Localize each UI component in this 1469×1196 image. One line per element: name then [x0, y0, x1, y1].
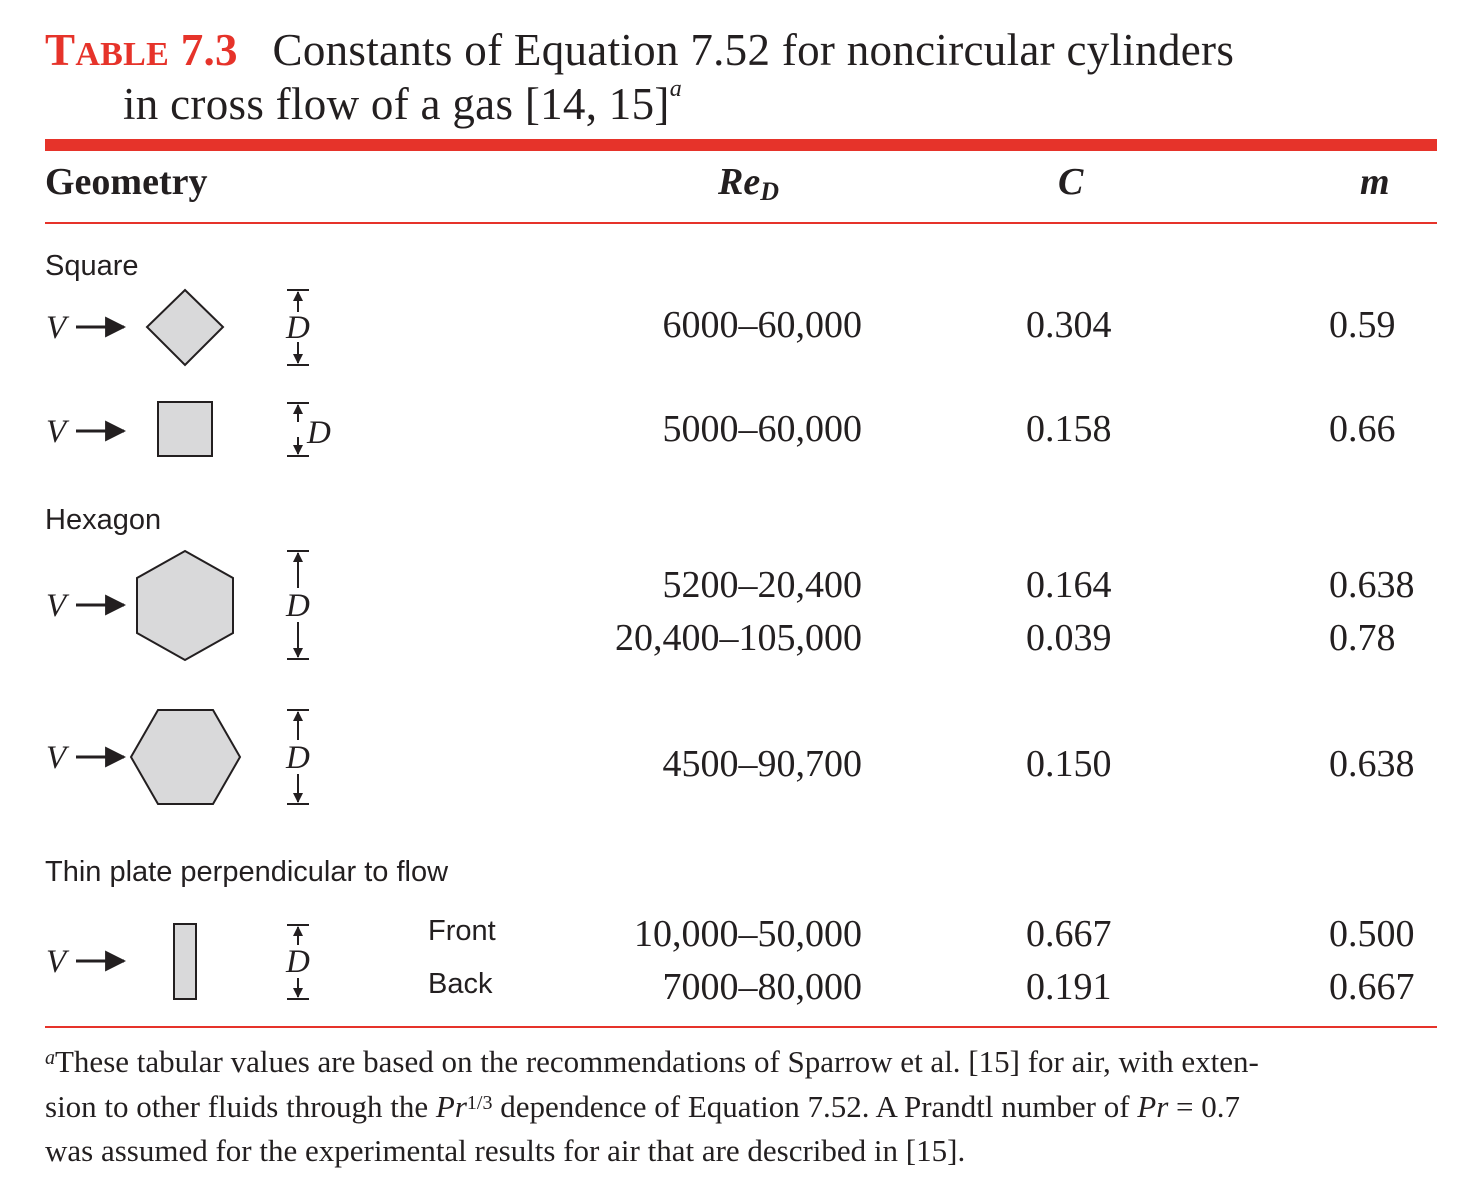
title-line-1: Constants of Equation 7.52 for noncircul… [272, 25, 1235, 75]
row-2-m: 0.66 [1329, 408, 1396, 450]
diamond-shape [145, 288, 225, 367]
header-re: ReD [718, 161, 779, 206]
title-line-2: in cross flow of a gas [14, 15] [123, 79, 670, 129]
velocity-label: V [46, 944, 70, 980]
hexagon-flat-figure: V D [46, 709, 310, 805]
section-thin-plate: Thin plate perpendicular to flow [45, 856, 449, 888]
title-line-2-wrap: in cross flow of a gas [14, 15]a [123, 76, 682, 130]
row-7-re: 7000–80,000 [662, 966, 863, 1008]
row-2-c: 0.158 [1026, 408, 1112, 450]
hexagon-shape [136, 549, 234, 662]
footnote: aThese tabular values are based on the r… [45, 1040, 1440, 1174]
footnote-line-1: aThese tabular values are based on the r… [45, 1044, 1259, 1079]
header-m: m [1360, 161, 1390, 203]
header-c: C [1058, 161, 1084, 203]
row-6-re: 10,000–50,000 [634, 913, 862, 955]
row-7-m: 0.667 [1329, 966, 1415, 1008]
velocity-label: V [46, 414, 70, 450]
table-title: TABLE 7.3 Constants of Equation 7.52 for… [45, 24, 1234, 76]
row-7-c: 0.191 [1026, 966, 1112, 1008]
row-4-re: 20,400–105,000 [615, 617, 862, 659]
title-footnote-mark: a [669, 76, 682, 102]
section-square: Square [45, 250, 139, 282]
row-3-re: 5200–20,400 [662, 564, 863, 606]
hexagon-pointy-figure: V D [46, 549, 310, 662]
row-4-m: 0.78 [1329, 617, 1396, 659]
row-6-c: 0.667 [1026, 913, 1112, 955]
dimension-label: D [285, 944, 310, 980]
thin-plate-figure: V D [46, 923, 310, 1000]
row-1-re: 6000–60,000 [662, 304, 863, 346]
square-upright-figure: V D [46, 401, 331, 457]
row-3-c: 0.164 [1026, 564, 1112, 606]
row-5-m: 0.638 [1329, 743, 1415, 785]
row-7-sub: Back [428, 968, 493, 1000]
row-4-c: 0.039 [1026, 617, 1112, 659]
header-geometry: Geometry [45, 161, 208, 203]
dimension-label: D [285, 588, 310, 624]
row-5-c: 0.150 [1026, 743, 1112, 785]
row-2-re: 5000–60,000 [662, 408, 863, 450]
table-label: TABLE 7.3 [45, 25, 238, 75]
velocity-label: V [46, 740, 70, 776]
footnote-line-2: sion to other fluids through the Pr1/3 d… [45, 1088, 1241, 1124]
section-hexagon: Hexagon [45, 504, 162, 536]
row-6-sub: Front [428, 915, 496, 947]
thick-rule [45, 139, 1437, 151]
footnote-line-3: was assumed for the experimental results… [45, 1133, 966, 1168]
row-1-c: 0.304 [1026, 304, 1112, 346]
row-6-m: 0.500 [1329, 913, 1415, 955]
dimension-label: D [285, 310, 310, 346]
square-diamond-figure: V D [46, 288, 310, 367]
square-shape [157, 401, 213, 457]
plate-shape [173, 923, 197, 1000]
hexagon-shape [129, 709, 242, 805]
row-1-m: 0.59 [1329, 304, 1396, 346]
row-5-re: 4500–90,700 [662, 743, 863, 785]
footer-rule [45, 1026, 1437, 1028]
velocity-label: V [46, 588, 70, 624]
velocity-label: V [46, 310, 70, 346]
header-rule [45, 222, 1437, 224]
dimension-label: D [285, 740, 310, 776]
row-3-m: 0.638 [1329, 564, 1415, 606]
dimension-label: D [306, 415, 331, 451]
